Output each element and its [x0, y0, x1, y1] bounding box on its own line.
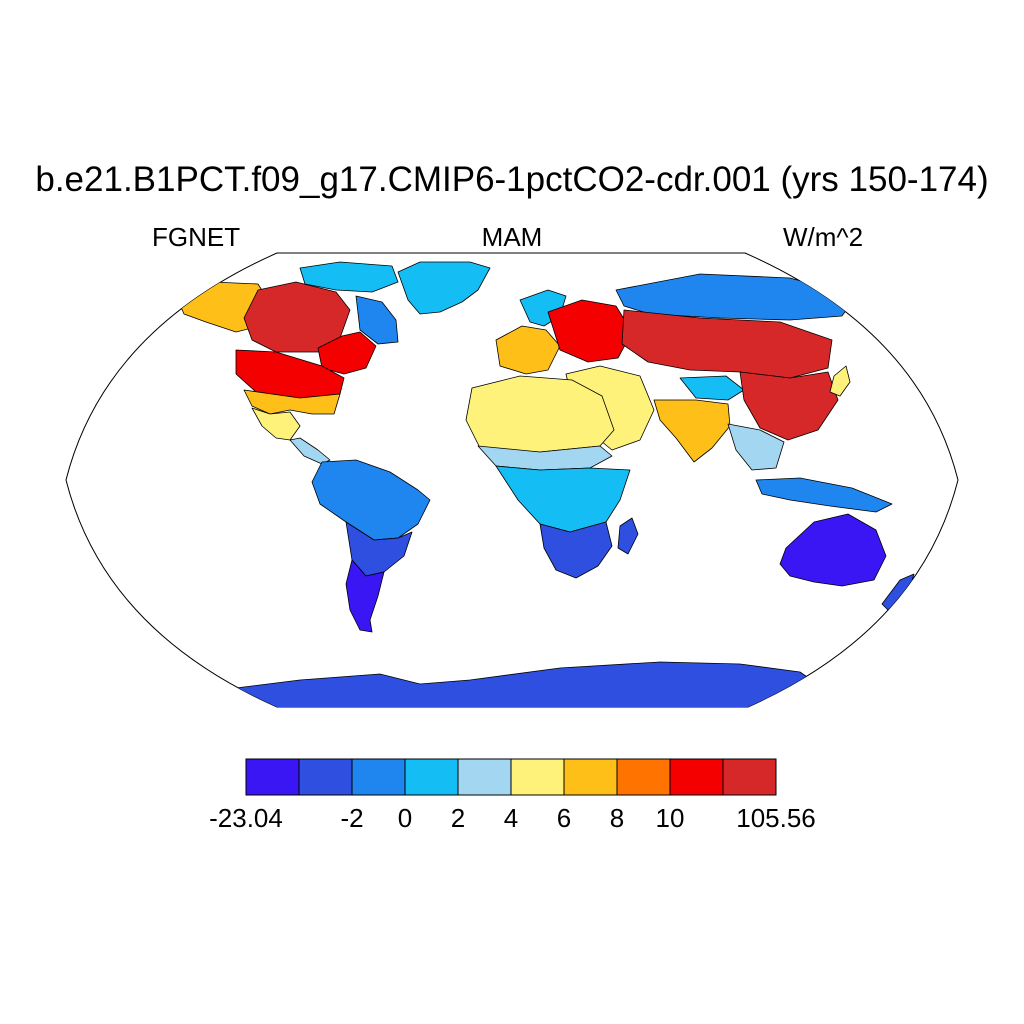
colorbar-label: 2 [450, 803, 466, 833]
colorbar-label: 10 [655, 803, 685, 833]
region-japan [829, 365, 851, 397]
region-india [653, 399, 731, 463]
region-australia [779, 513, 887, 587]
region-patagonia [345, 559, 385, 633]
region-central-america [289, 437, 331, 465]
region-greenland [397, 261, 491, 315]
plot-title: b.e21.B1PCT.f09_g17.CMIP6-1pctCO2-cdr.00… [35, 160, 989, 199]
region-tibet [679, 375, 745, 401]
region-china [739, 371, 839, 441]
colorbar-label: -23.04 [209, 803, 283, 833]
region-usa-south [243, 389, 341, 415]
region-sahara [465, 375, 615, 453]
colorbar-label: -2 [340, 803, 364, 833]
region-south-america-north [311, 459, 431, 541]
colorbar-label: 4 [503, 803, 519, 833]
region-indonesia [755, 477, 893, 513]
region-mexico [251, 407, 301, 441]
region-labrador [355, 295, 399, 345]
variable-label: FGNET [152, 222, 241, 252]
region-antarctica [219, 661, 841, 707]
region-canadian-arctic-islands [299, 261, 399, 293]
units-label: W/m^2 [783, 222, 864, 252]
region-madagascar [617, 517, 639, 555]
colorbar-label: 8 [609, 803, 625, 833]
region-southern-africa [539, 521, 613, 579]
season-label: MAM [481, 222, 543, 252]
colorbar-label: 6 [556, 803, 572, 833]
region-northern-siberia [615, 273, 857, 321]
colorbar-label: 0 [397, 803, 413, 833]
colorbar-label: 105.56 [736, 803, 816, 833]
region-central-africa [495, 465, 631, 533]
region-southeast-asia [727, 423, 785, 471]
region-europe-west [495, 325, 561, 375]
